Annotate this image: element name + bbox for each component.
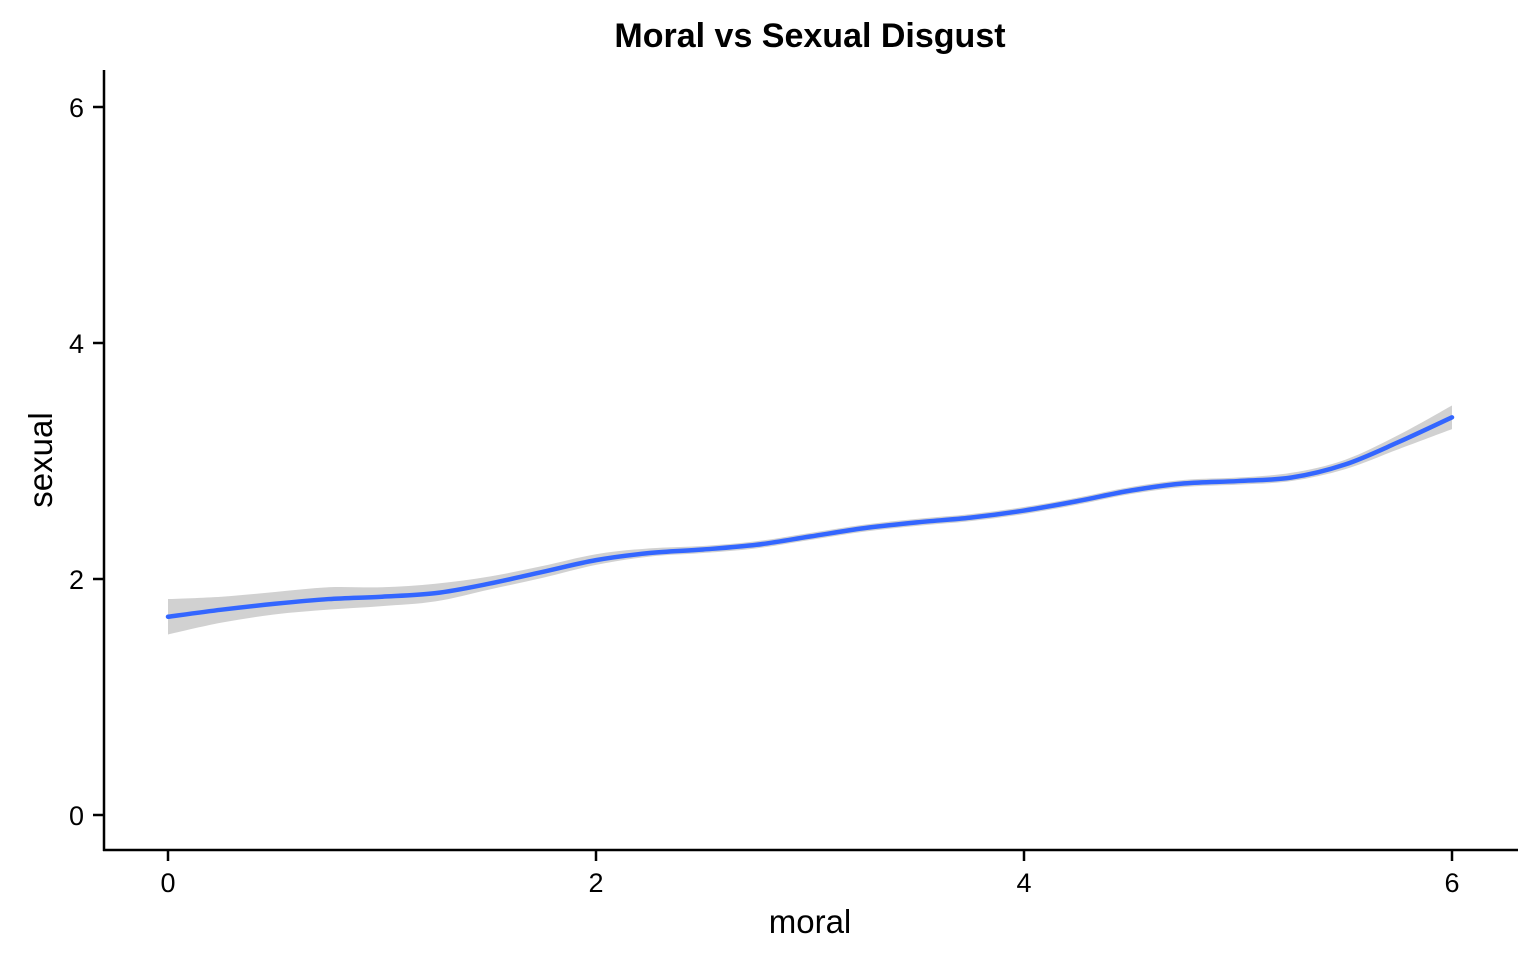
smooth-fit-line	[165, 415, 1455, 620]
smooth-line-layer	[165, 415, 1455, 620]
confidence-band	[168, 405, 1452, 635]
x-axis-ticks: 0 2 4 6	[160, 850, 1460, 898]
x-tick-label: 4	[1016, 868, 1031, 898]
x-tick-label: 0	[160, 868, 175, 898]
chart-title: Moral vs Sexual Disgust	[614, 17, 1005, 55]
x-tick-label: 2	[588, 868, 603, 898]
y-tick-label: 4	[69, 329, 84, 359]
y-tick-label: 0	[69, 801, 84, 831]
y-tick-label: 2	[69, 565, 84, 595]
x-tick-label: 6	[1444, 868, 1459, 898]
confidence-band-layer	[168, 405, 1452, 635]
y-axis-title: sexual	[22, 412, 59, 507]
y-tick-label: 6	[69, 93, 84, 123]
y-axis-ticks: 0 2 4 6	[69, 93, 104, 831]
x-axis-title: moral	[769, 903, 852, 940]
